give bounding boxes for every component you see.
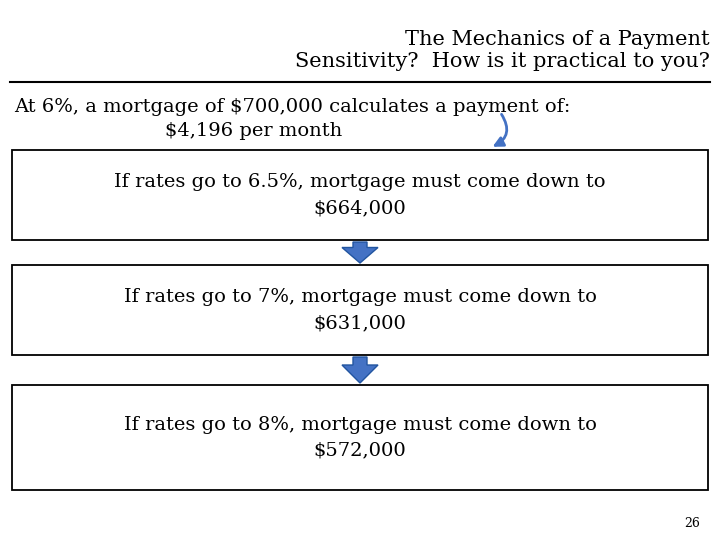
Text: If rates go to 8%, mortgage must come down to: If rates go to 8%, mortgage must come do… (124, 415, 596, 434)
Bar (12, 385, 708, 490)
Text: Sensitivity?  How is it practical to you?: Sensitivity? How is it practical to you? (295, 52, 710, 71)
Text: $4,196 per month: $4,196 per month (165, 122, 342, 140)
Polygon shape (342, 242, 378, 263)
Text: $631,000: $631,000 (314, 314, 406, 332)
Text: $572,000: $572,000 (314, 442, 406, 460)
Bar (12, 265, 708, 355)
Text: 26: 26 (684, 517, 700, 530)
Text: $664,000: $664,000 (314, 199, 406, 217)
Text: If rates go to 7%, mortgage must come down to: If rates go to 7%, mortgage must come do… (124, 288, 596, 306)
Text: If rates go to 6.5%, mortgage must come down to: If rates go to 6.5%, mortgage must come … (114, 173, 606, 191)
Polygon shape (342, 357, 378, 383)
Bar (12, 150, 708, 240)
Text: The Mechanics of a Payment: The Mechanics of a Payment (405, 30, 710, 49)
Text: At 6%, a mortgage of $700,000 calculates a payment of:: At 6%, a mortgage of $700,000 calculates… (14, 98, 570, 116)
